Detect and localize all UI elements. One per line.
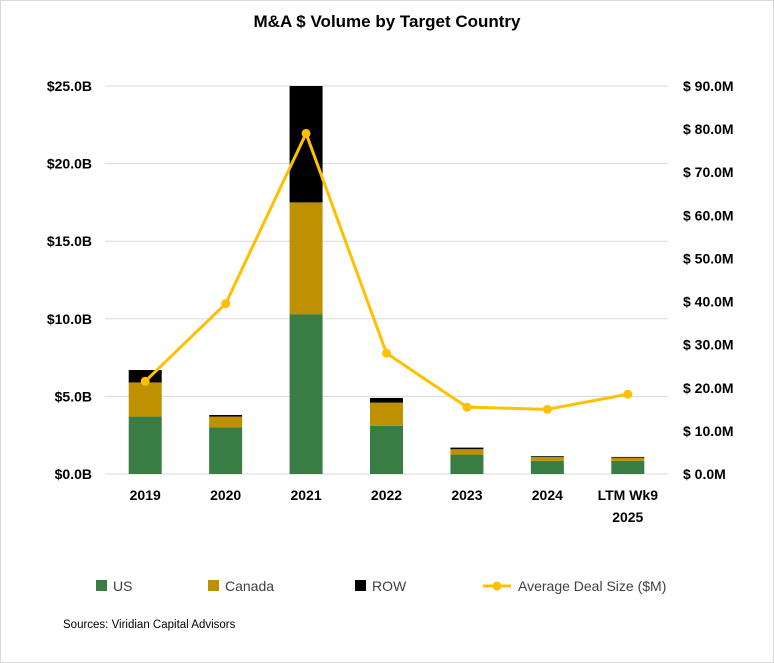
y-left-tick-label: $15.0B <box>47 233 92 249</box>
bar-canada <box>289 202 323 315</box>
bar-canada <box>611 457 645 461</box>
x-tick-label: LTM Wk9 <box>598 487 659 503</box>
bar-us <box>289 314 323 474</box>
x-tick-label: 2022 <box>371 487 402 503</box>
legend-label: Average Deal Size ($M) <box>518 578 666 594</box>
bar-row <box>289 86 323 203</box>
y-left-tick-label: $5.0B <box>55 388 92 404</box>
bar-canada <box>128 382 162 417</box>
legend-label: US <box>113 578 132 594</box>
x-axis-ticks: 2019 2020 2021 2022 2023 2024 LTM Wk9 2025 <box>130 487 659 525</box>
x-tick-label: 2025 <box>612 509 643 525</box>
y-right-tick-label: $ 30.0M <box>683 337 734 353</box>
legend-label: Canada <box>225 578 274 594</box>
bar-canada <box>450 449 484 455</box>
x-tick-label: 2019 <box>130 487 161 503</box>
bar-row <box>209 415 243 417</box>
avg-deal-size-point <box>382 348 391 358</box>
avg-deal-size-point <box>462 402 472 412</box>
x-tick-label: 2023 <box>451 487 482 503</box>
bar-series <box>128 86 645 474</box>
y-left-tick-label: $25.0B <box>47 78 92 94</box>
y-right-tick-label: $ 0.0M <box>683 466 726 482</box>
bar-row <box>530 456 564 457</box>
bar-us <box>450 454 484 474</box>
bar-us <box>611 460 645 474</box>
legend-swatch <box>96 580 107 591</box>
bar-row <box>450 447 484 450</box>
bar-canada <box>209 416 243 428</box>
legend: US Canada ROW Average Deal Size ($M) <box>96 578 666 594</box>
y-right-tick-label: $ 50.0M <box>683 250 734 266</box>
legend-swatch <box>208 580 219 591</box>
y-right-tick-label: $ 70.0M <box>683 164 734 180</box>
avg-deal-size-point <box>542 404 552 414</box>
chart-title: M&A $ Volume by Target Country <box>253 12 521 31</box>
y-right-tick-label: $ 40.0M <box>683 294 734 310</box>
bar-row <box>611 456 645 458</box>
x-tick-label: 2024 <box>532 487 563 503</box>
avg-deal-size-point <box>221 299 231 309</box>
bar-us <box>530 460 564 474</box>
line-series <box>140 128 633 414</box>
bar-us <box>370 425 403 474</box>
legend-label: ROW <box>372 578 407 594</box>
y-right-tick-label: $ 20.0M <box>683 380 734 396</box>
legend-swatch <box>355 580 366 591</box>
bar-canada <box>530 456 564 461</box>
avg-deal-size-point <box>623 389 633 399</box>
y-left-tick-label: $20.0B <box>47 156 92 172</box>
bar-canada <box>370 402 403 426</box>
x-tick-label: 2021 <box>290 487 321 503</box>
left-axis-ticks: $0.0B $5.0B $10.0B $15.0B $20.0B $25.0B <box>47 78 92 482</box>
avg-deal-size-point <box>140 376 150 386</box>
bar-row <box>370 397 403 403</box>
avg-deal-size-line <box>144 131 629 411</box>
right-axis-ticks: $ 0.0M $ 10.0M $ 20.0M $ 30.0M $ 40.0M $ 50.0… <box>683 78 734 482</box>
y-left-tick-label: $0.0B <box>55 466 92 482</box>
y-right-tick-label: $ 60.0M <box>683 207 734 223</box>
y-right-tick-label: $ 10.0M <box>683 423 734 439</box>
x-tick-label: 2020 <box>210 487 241 503</box>
avg-deal-size-point <box>301 128 311 138</box>
y-left-tick-label: $10.0B <box>47 311 92 327</box>
y-right-tick-label: $ 80.0M <box>683 121 734 137</box>
source-note: Sources: Viridian Capital Advisors <box>63 619 236 631</box>
y-right-tick-label: $ 90.0M <box>683 78 734 94</box>
bar-us <box>128 416 162 474</box>
legend-swatch-marker <box>492 581 502 591</box>
bar-us <box>209 427 243 474</box>
